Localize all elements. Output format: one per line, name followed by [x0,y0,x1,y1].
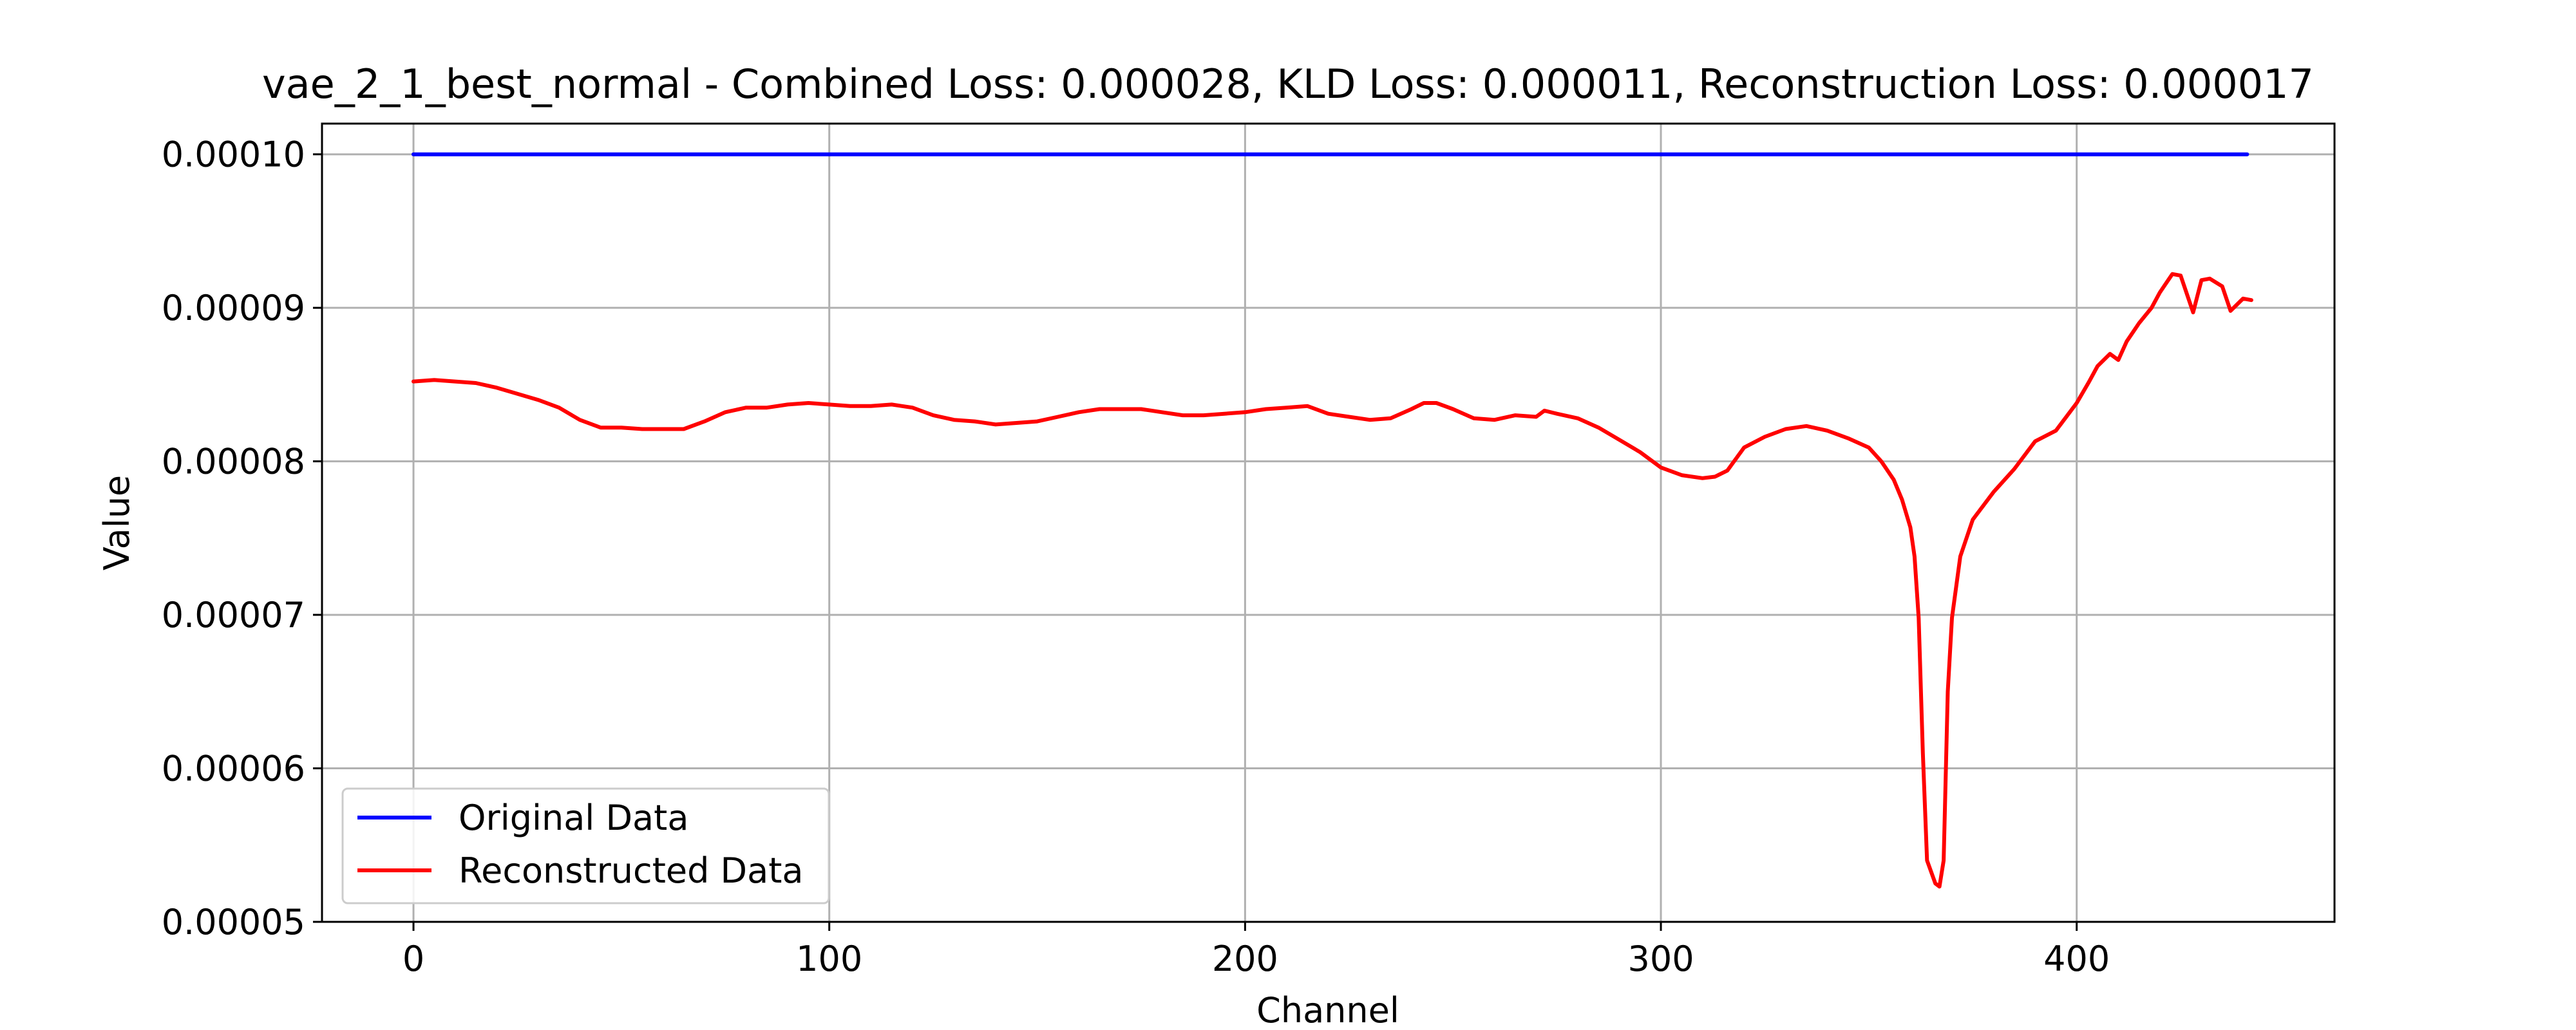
x-axis-label: Channel [1256,990,1399,1030]
y-tick-label: 0.00005 [162,902,305,942]
x-tick-label: 400 [2043,939,2110,979]
legend-label-1: Original Data [459,798,688,838]
x-axis-ticks: 0 100 200 300 400 [402,922,2110,979]
legend: Original Data Reconstructed Data [341,787,830,904]
chart-title: vae_2_1_best_normal - Combined Loss: 0.0… [262,61,2314,108]
x-tick-label: 0 [402,939,424,979]
y-tick-label: 0.00006 [162,749,305,789]
y-axis-label: Value [97,475,137,570]
y-axis-ticks: 0.00005 0.00006 0.00007 0.00008 0.00009 0.000… [162,135,322,942]
legend-label-2: Reconstructed Data [459,850,803,891]
y-tick-label: 0.00008 [162,442,305,482]
y-tick-label: 0.00009 [162,288,305,328]
x-tick-label: 300 [1627,939,1694,979]
series-line-2 [412,272,2253,889]
y-tick-label: 0.00010 [162,135,305,175]
plot-frame [321,122,2336,923]
x-tick-label: 100 [796,939,862,979]
x-tick-label: 200 [1212,939,1278,979]
plot-series [412,152,2253,889]
legend-box [341,787,830,904]
y-tick-label: 0.00007 [162,595,305,635]
